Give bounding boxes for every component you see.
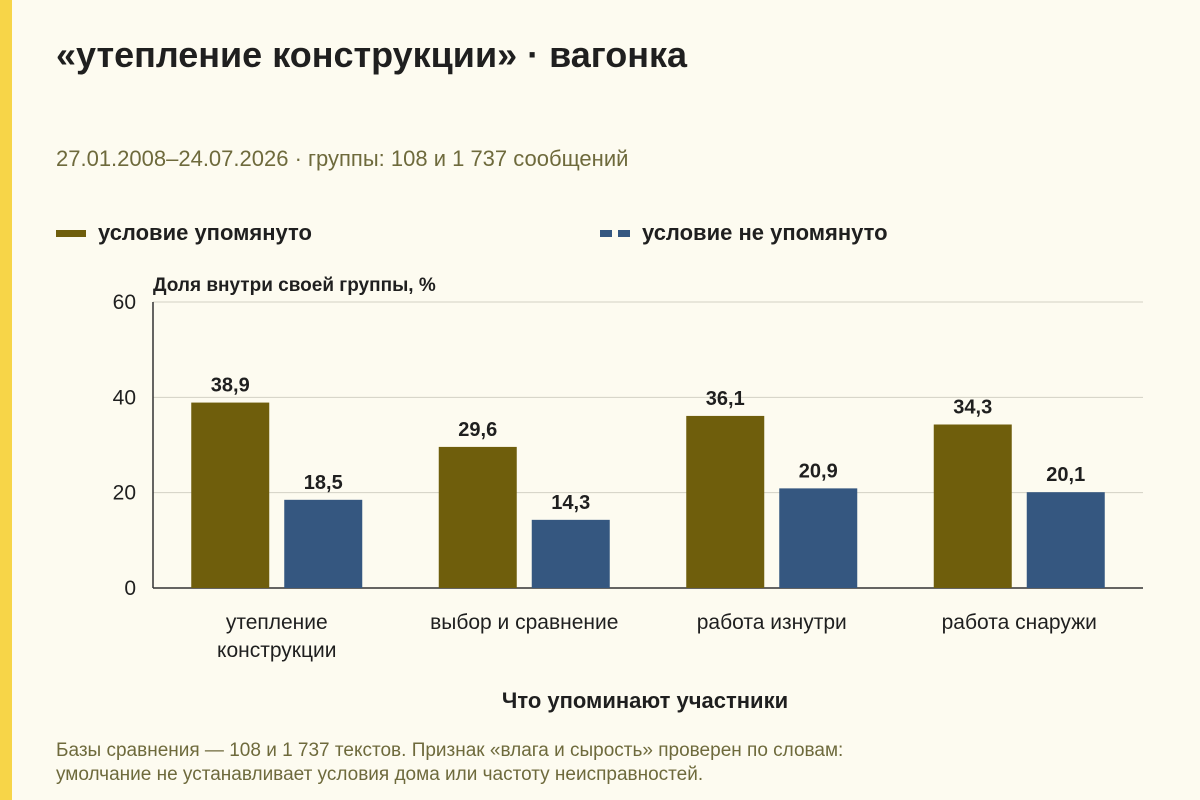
y-tick-label: 40 bbox=[113, 386, 136, 409]
data-label: 38,9 bbox=[211, 375, 250, 397]
bar bbox=[531, 519, 610, 588]
footnote-line: Базы сравнения — 108 и 1 737 текстов. Пр… bbox=[56, 740, 844, 761]
x-tick-label: работа изнутри bbox=[697, 611, 847, 634]
x-tick-label: утепление bbox=[226, 611, 328, 634]
y-tick-label: 60 bbox=[113, 291, 136, 314]
chart-subtitle: 27.01.2008–24.07.2026 · группы: 108 и 1 … bbox=[56, 146, 629, 171]
y-axis-label: Доля внутри своей группы, % bbox=[153, 275, 436, 296]
x-tick-label: работа снаружи bbox=[942, 611, 1097, 634]
bar bbox=[438, 446, 517, 588]
legend-item-mentioned: условие упомянуто bbox=[56, 219, 312, 247]
data-label: 20,1 bbox=[1046, 464, 1085, 486]
legend-label: условие упомянуто bbox=[98, 220, 312, 245]
bar-chart: 0 20 40 60 Доля внутри своей группы, % 38,9 18… bbox=[113, 275, 1143, 713]
data-label: 29,6 bbox=[458, 419, 497, 441]
legend-item-not-mentioned: условие не упомянуто bbox=[600, 219, 888, 247]
bar bbox=[686, 415, 765, 588]
accent-stripe bbox=[0, 0, 12, 800]
legend-swatch-solid-icon bbox=[56, 229, 86, 237]
y-tick-label: 20 bbox=[113, 482, 136, 505]
bar bbox=[779, 488, 858, 588]
footnote-line: умолчание не устанавливает условия дома … bbox=[56, 764, 704, 785]
data-label: 36,1 bbox=[706, 388, 745, 410]
data-label: 14,3 bbox=[551, 492, 590, 514]
x-tick-label: выбор и сравнение bbox=[430, 611, 618, 634]
legend-label: условие не упомянуто bbox=[642, 220, 888, 245]
bar bbox=[933, 424, 1012, 588]
chart-title: «утепление конструкции» · вагонка bbox=[56, 34, 688, 75]
bar bbox=[191, 402, 270, 588]
legend-swatch-dashed-icon bbox=[600, 229, 630, 237]
x-axis-label: Что упоминают участники bbox=[502, 688, 788, 713]
bar bbox=[284, 499, 363, 588]
bar bbox=[1026, 492, 1105, 588]
data-label: 20,9 bbox=[799, 460, 838, 482]
y-tick-label: 0 bbox=[124, 577, 136, 600]
data-label: 34,3 bbox=[953, 397, 992, 419]
x-tick-label: конструкции bbox=[217, 639, 336, 662]
data-label: 18,5 bbox=[304, 472, 343, 494]
footnote: Базы сравнения — 108 и 1 737 текстов. Пр… bbox=[56, 739, 1176, 787]
